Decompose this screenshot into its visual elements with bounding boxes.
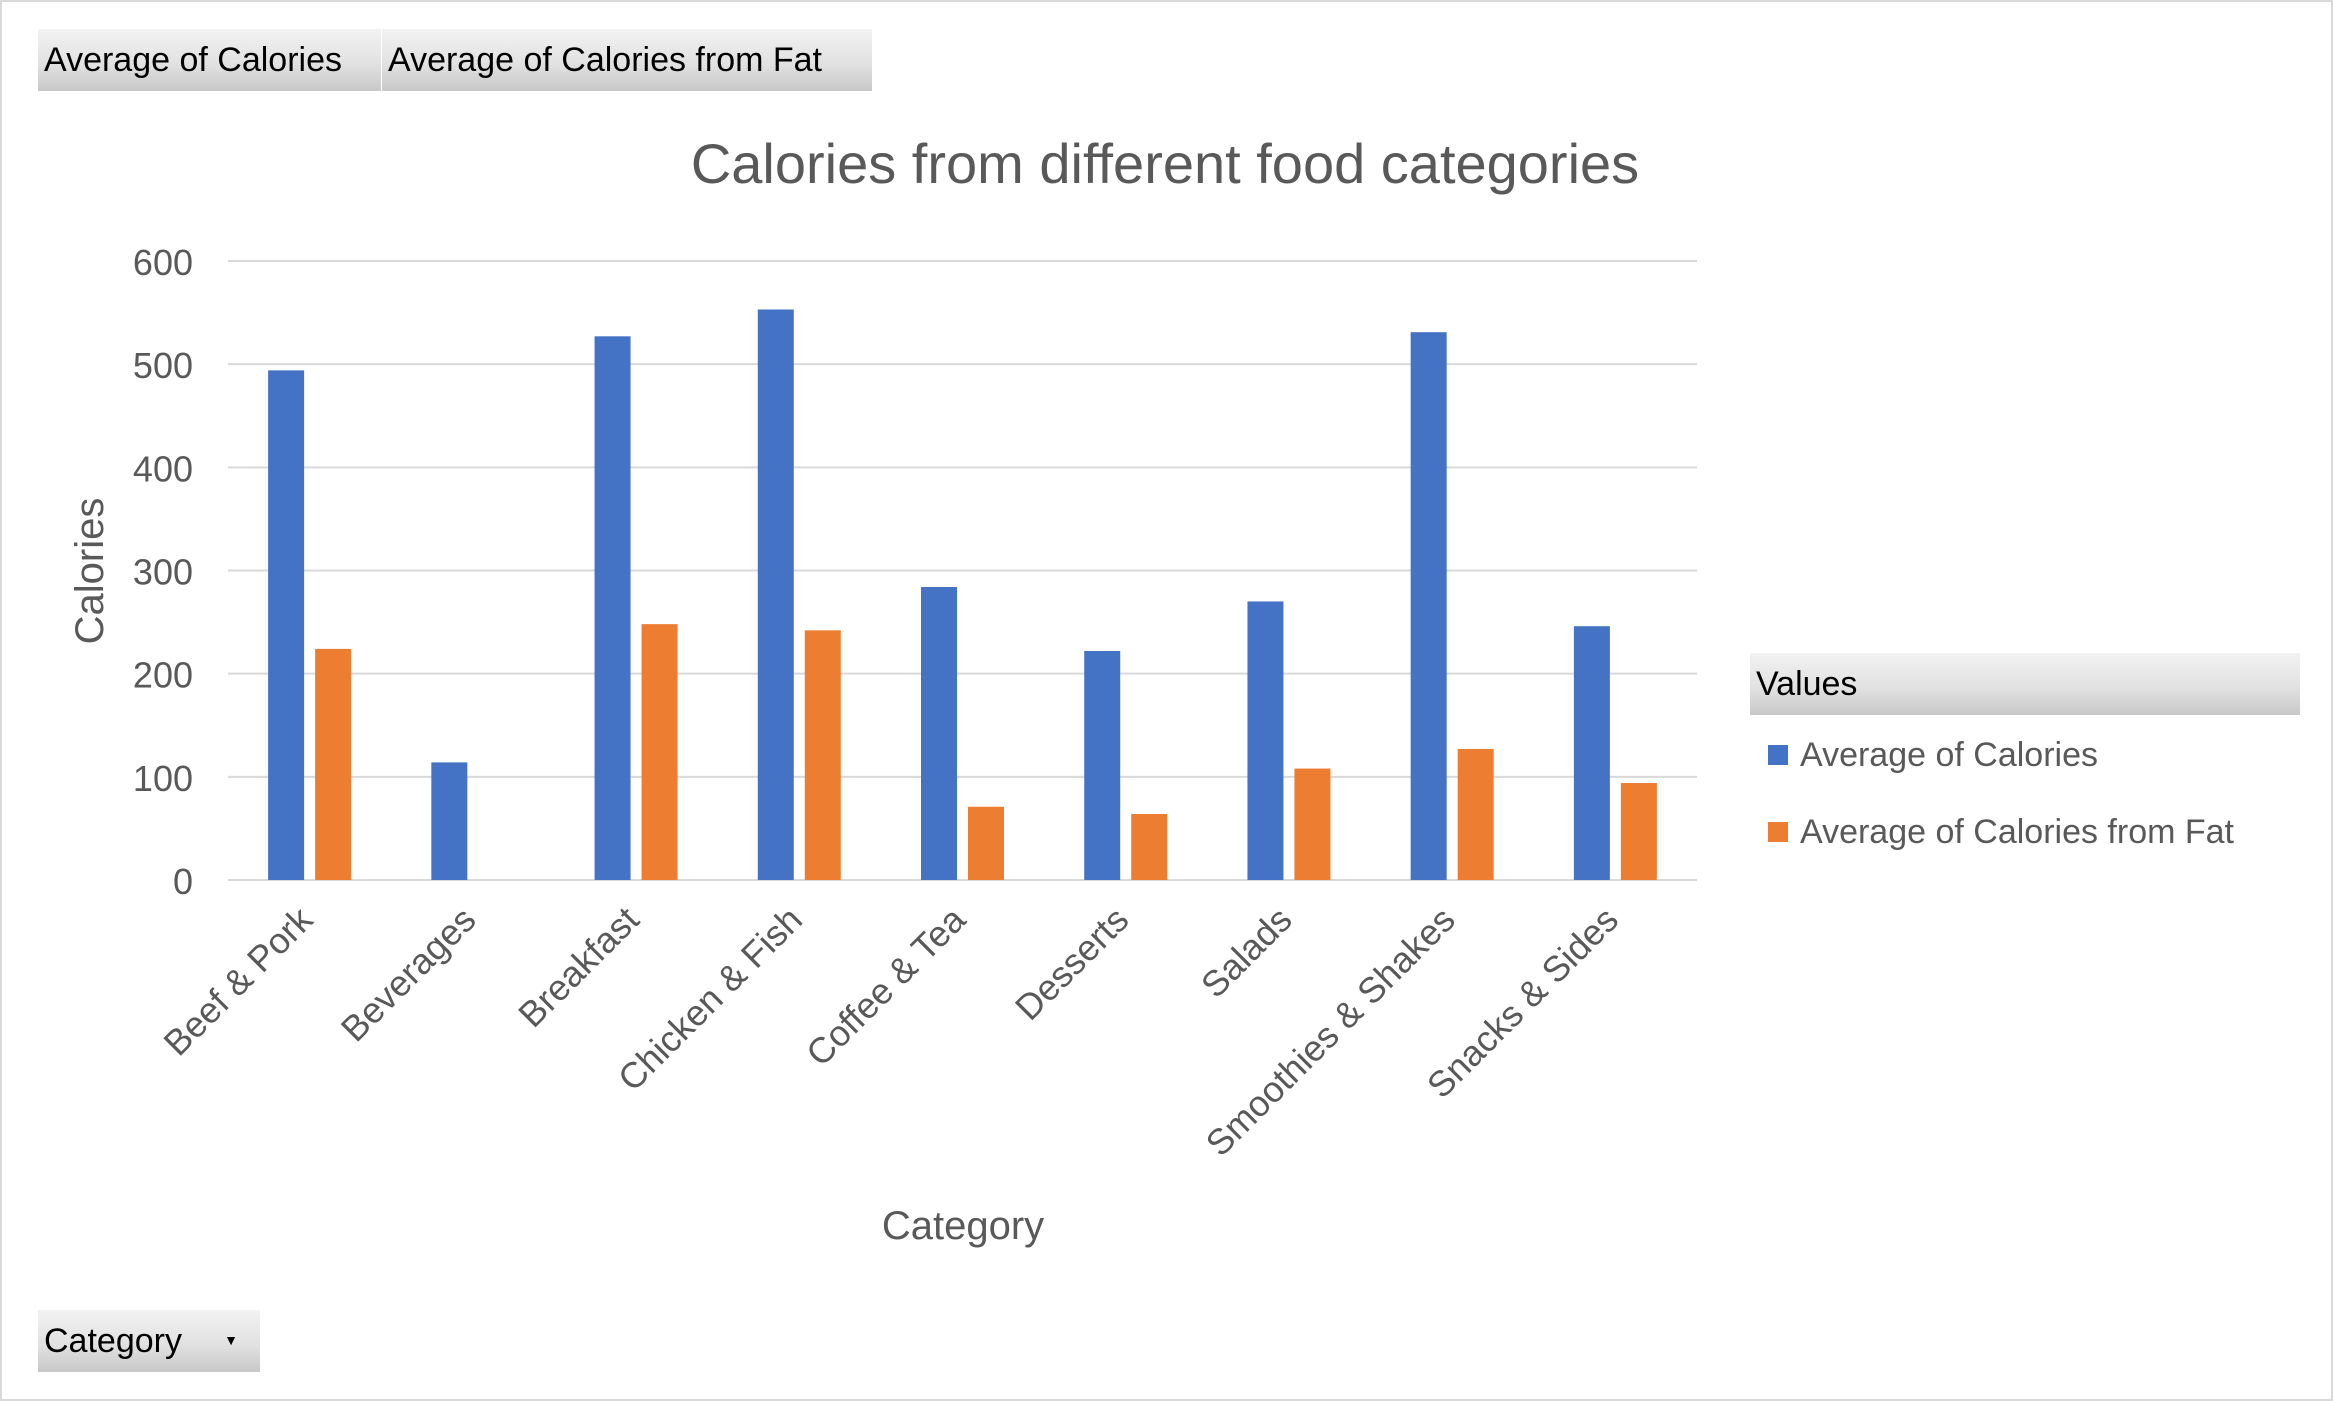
bar-calories-from-fat	[1294, 768, 1331, 880]
axis-field-label: Category	[44, 1321, 182, 1360]
x-tick-label: Beverages	[333, 899, 484, 1050]
gridlines	[228, 260, 1697, 881]
y-tick-label: 500	[133, 345, 193, 386]
bar-calories-from-fat	[804, 630, 841, 880]
value-field-label: Average of Calories from Fat	[388, 40, 822, 79]
x-tick-label: Breakfast	[510, 899, 647, 1036]
x-tick-label: Salads	[1193, 899, 1300, 1006]
y-tick-label: 600	[133, 242, 193, 283]
legend-item-label: Average of Calories	[1800, 735, 2098, 774]
bar-calories-from-fat	[1620, 783, 1657, 880]
x-tick-label: Beef & Pork	[155, 898, 321, 1064]
bar-calories-from-fat	[315, 648, 352, 880]
legend-swatch	[1768, 822, 1788, 842]
legend-header: Values	[1750, 653, 2300, 715]
y-tick-label: 200	[133, 655, 193, 696]
bar-calories-from-fat	[968, 806, 1004, 880]
bar-calories-from-fat	[1131, 813, 1168, 880]
legend-item-average-calories: Average of Calories	[1768, 735, 2098, 775]
y-tick-label: 100	[133, 758, 193, 799]
chart-title: Calories from different food categories	[691, 132, 1639, 195]
bar-calories-from-fat	[641, 624, 678, 880]
bar-calories	[921, 587, 957, 880]
y-tick-label: 0	[173, 861, 193, 902]
value-field-button-average-calories-from-fat[interactable]: Average of Calories from Fat	[382, 29, 873, 91]
bar-calories-from-fat	[1457, 748, 1494, 880]
bar-calories	[1573, 626, 1610, 880]
bar-calories	[1247, 601, 1284, 880]
x-tick-label: Coffee & Tea	[798, 898, 974, 1074]
y-tick-label: 300	[133, 552, 193, 593]
y-axis-label: Calories	[68, 498, 112, 645]
bars	[268, 309, 1657, 881]
chevron-down-icon[interactable]: ▼	[224, 1332, 238, 1348]
legend-item-average-calories-from-fat: Average of Calories from Fat	[1768, 812, 2234, 852]
legend-item-label: Average of Calories from Fat	[1800, 812, 2234, 851]
y-axis-ticks: 0 100 200 300 400 500 600	[133, 242, 193, 902]
bar-calories	[268, 370, 305, 880]
value-field-button-average-calories[interactable]: Average of Calories	[38, 29, 382, 91]
y-tick-label: 400	[133, 448, 193, 489]
bar-calories	[757, 309, 794, 880]
x-tick-label: Desserts	[1007, 899, 1136, 1028]
axis-field-button-category[interactable]: Category ▼	[38, 1310, 261, 1372]
bar-calories	[1084, 650, 1121, 880]
x-axis-label: Category	[882, 1204, 1044, 1248]
bar-calories	[431, 762, 468, 880]
legend-swatch	[1768, 745, 1788, 765]
bar-calories	[1410, 332, 1447, 880]
bar-calories	[594, 336, 631, 881]
value-field-label: Average of Calories	[44, 40, 342, 79]
